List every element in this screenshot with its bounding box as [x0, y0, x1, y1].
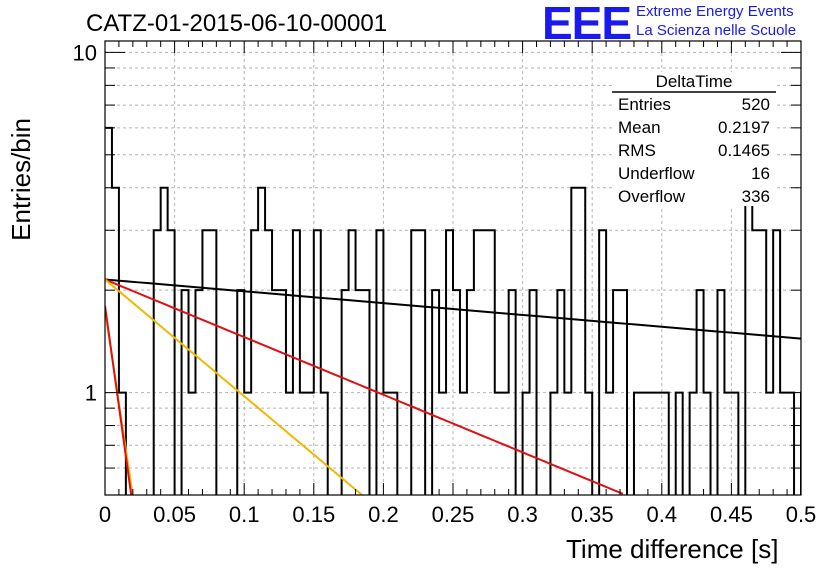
stats-box: DeltaTime Entries 520 Mean 0.2197 RMS 0.1465 Un…	[612, 72, 776, 206]
x-axis-label: Time difference [s]	[566, 534, 779, 564]
stats-value-entries: 520	[742, 95, 770, 114]
x-tick-label: 0.3	[507, 502, 538, 527]
fit-curve-5	[105, 305, 133, 495]
stats-value-rms: 0.1465	[718, 141, 770, 160]
histogram	[105, 126, 801, 495]
stats-value-underflow: 16	[751, 164, 770, 183]
stats-label-rms: RMS	[618, 141, 656, 160]
x-tick-label: 0.4	[647, 502, 678, 527]
stats-label-overflow: Overflow	[618, 187, 686, 206]
logo-subtitle-line2: La Scienza nelle Scuole	[636, 22, 797, 39]
x-tick-label: 0	[99, 502, 111, 527]
x-tick-label: 0.15	[292, 502, 335, 527]
chart-title: CATZ-01-2015-06-10-00001	[86, 10, 388, 37]
stats-box-title: DeltaTime	[656, 72, 733, 91]
eee-logo: EEE	[542, 0, 632, 49]
x-tick-label: 0.1	[229, 502, 260, 527]
fit-curves	[105, 278, 801, 495]
stats-label-mean: Mean	[618, 118, 661, 137]
stats-label-underflow: Underflow	[618, 164, 695, 183]
x-tick-label: 0.05	[153, 502, 196, 527]
fit-curve-1	[105, 278, 801, 340]
logo-subtitle-line1: Extreme Energy Events	[636, 3, 794, 20]
y-tick-label: 1	[85, 381, 97, 406]
axis-ticks	[104, 41, 802, 496]
histogram-steps	[105, 126, 801, 495]
x-tick-label: 0.2	[368, 502, 399, 527]
stats-value-overflow: 336	[742, 187, 770, 206]
stats-box-background	[612, 72, 776, 206]
fit-curve-2	[105, 278, 624, 495]
y-tick-label: 10	[73, 40, 97, 65]
stats-value-mean: 0.2197	[718, 118, 770, 137]
x-tick-label: 0.45	[710, 502, 753, 527]
fit-curve-3	[105, 278, 364, 495]
x-tick-label: 0.5	[786, 502, 817, 527]
tick-labels: 0 0.05 0.1 0.15 0.2 0.25 0.3 0.35 0.4 0.45 0.5 1 10	[73, 40, 817, 527]
x-tick-label: 0.25	[432, 502, 475, 527]
stats-label-entries: Entries	[618, 95, 671, 114]
x-tick-label: 0.35	[571, 502, 614, 527]
